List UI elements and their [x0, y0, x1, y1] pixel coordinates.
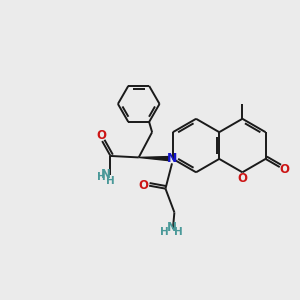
Text: O: O: [279, 163, 290, 176]
Text: H: H: [97, 172, 106, 182]
Text: H: H: [174, 227, 183, 237]
Text: N: N: [167, 221, 176, 234]
Text: O: O: [237, 172, 248, 185]
Text: O: O: [96, 129, 106, 142]
Text: H: H: [160, 227, 169, 237]
Polygon shape: [139, 157, 169, 161]
Text: N: N: [101, 169, 111, 182]
Text: O: O: [139, 179, 149, 192]
Text: N: N: [167, 152, 177, 165]
Text: H: H: [106, 176, 114, 186]
